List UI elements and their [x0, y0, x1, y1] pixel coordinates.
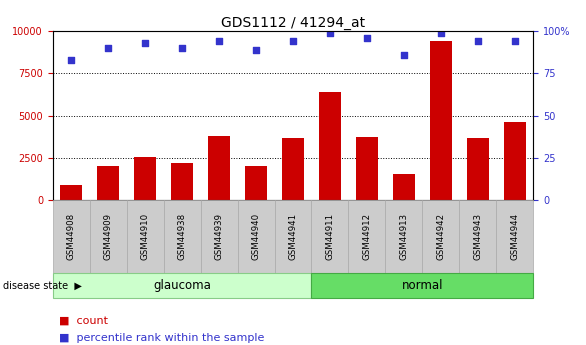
Bar [430, 41, 452, 200]
Text: GSM44913: GSM44913 [400, 213, 408, 260]
Text: GSM44912: GSM44912 [362, 213, 372, 260]
Point [67, 57, 76, 62]
Point [288, 38, 298, 44]
Bar [208, 136, 230, 200]
Point [141, 40, 150, 46]
Text: ■  count: ■ count [59, 316, 108, 326]
Text: GSM44909: GSM44909 [104, 213, 113, 260]
Point [510, 38, 519, 44]
Bar [171, 163, 193, 200]
Text: normal: normal [401, 279, 443, 292]
Point [178, 45, 187, 51]
Point [436, 30, 445, 36]
Text: GSM44943: GSM44943 [473, 213, 482, 260]
Point [362, 35, 372, 41]
Text: GSM44942: GSM44942 [437, 213, 445, 260]
Text: GSM44938: GSM44938 [178, 213, 186, 260]
Bar [393, 174, 415, 200]
Bar [97, 166, 120, 200]
Point [251, 47, 261, 52]
Point [214, 38, 224, 44]
Text: ■  percentile rank within the sample: ■ percentile rank within the sample [59, 333, 264, 343]
Point [325, 30, 335, 36]
Bar [245, 166, 267, 200]
Text: GSM44941: GSM44941 [288, 213, 298, 260]
Point [399, 52, 408, 58]
Title: GDS1112 / 41294_at: GDS1112 / 41294_at [221, 16, 365, 30]
Bar [282, 138, 304, 200]
Text: GSM44940: GSM44940 [251, 213, 261, 260]
Text: disease state  ▶: disease state ▶ [3, 280, 82, 290]
Text: GSM44908: GSM44908 [67, 213, 76, 260]
Text: GSM44944: GSM44944 [510, 213, 519, 260]
Bar [356, 137, 378, 200]
Bar [60, 185, 82, 200]
Text: GSM44910: GSM44910 [141, 213, 149, 260]
Bar [504, 122, 526, 200]
Bar [134, 157, 156, 200]
Point [473, 38, 482, 44]
Point [104, 45, 113, 51]
Text: glaucoma: glaucoma [153, 279, 211, 292]
Text: GSM44911: GSM44911 [325, 213, 335, 260]
Bar [466, 138, 489, 200]
Text: GSM44939: GSM44939 [214, 213, 224, 260]
Bar [319, 92, 341, 200]
